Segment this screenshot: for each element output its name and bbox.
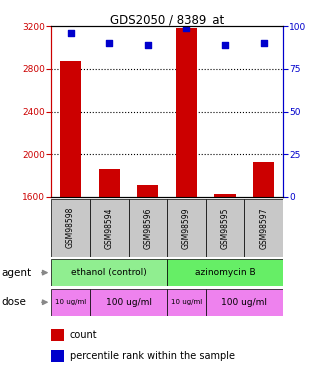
Bar: [244, 199, 283, 257]
Bar: [206, 289, 283, 316]
Text: GSM98594: GSM98594: [105, 207, 114, 249]
Bar: [51, 199, 90, 257]
Bar: [253, 162, 274, 197]
Point: [145, 42, 151, 48]
Bar: [128, 199, 167, 257]
Bar: [176, 28, 197, 197]
Bar: [99, 169, 120, 197]
Text: 10 ug/ml: 10 ug/ml: [171, 299, 202, 305]
Bar: [51, 350, 64, 362]
Text: GSM98596: GSM98596: [143, 207, 152, 249]
Point: [261, 40, 266, 46]
Bar: [214, 194, 236, 197]
Text: agent: agent: [2, 268, 32, 278]
Text: GSM98598: GSM98598: [66, 207, 75, 249]
Text: azinomycin B: azinomycin B: [195, 268, 256, 277]
Bar: [51, 289, 90, 316]
Text: GSM98597: GSM98597: [259, 207, 268, 249]
Text: count: count: [70, 330, 97, 340]
Point: [107, 40, 112, 46]
Title: GDS2050 / 8389_at: GDS2050 / 8389_at: [110, 13, 224, 26]
Text: dose: dose: [2, 297, 26, 307]
Bar: [60, 62, 81, 197]
Text: percentile rank within the sample: percentile rank within the sample: [70, 351, 235, 361]
Point: [68, 30, 73, 36]
Bar: [137, 185, 159, 197]
Text: GSM98599: GSM98599: [182, 207, 191, 249]
Point: [184, 25, 189, 31]
Text: 100 ug/ml: 100 ug/ml: [221, 298, 267, 307]
Bar: [51, 259, 167, 286]
Bar: [90, 289, 167, 316]
Bar: [167, 259, 283, 286]
Text: 100 ug/ml: 100 ug/ml: [106, 298, 152, 307]
Point: [222, 42, 228, 48]
Text: 10 ug/ml: 10 ug/ml: [55, 299, 86, 305]
Bar: [167, 289, 206, 316]
Bar: [51, 329, 64, 341]
Bar: [206, 199, 244, 257]
Bar: [90, 199, 128, 257]
Bar: [167, 199, 206, 257]
Text: GSM98595: GSM98595: [220, 207, 230, 249]
Text: ethanol (control): ethanol (control): [71, 268, 147, 277]
